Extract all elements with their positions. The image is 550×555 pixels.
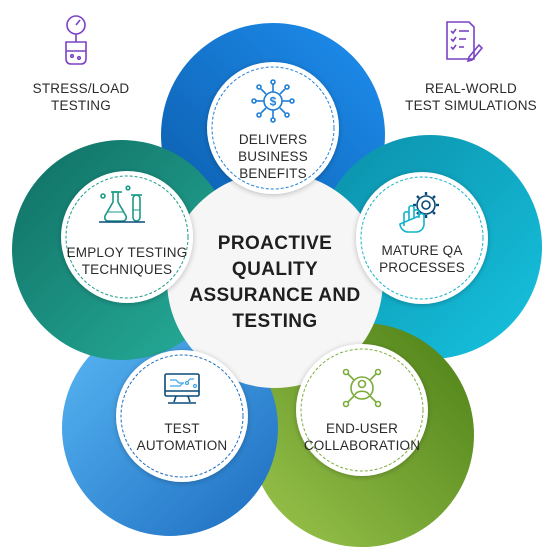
center-core bbox=[167, 172, 383, 388]
hand-gear-icon bbox=[399, 192, 439, 233]
checklist-icon bbox=[446, 21, 484, 63]
dollar-network-icon: $ bbox=[251, 79, 295, 123]
petal-label-mature-line-1: MATURE QA bbox=[381, 243, 463, 258]
petal-label-techniques-line-1: EMPLOY TESTING bbox=[66, 245, 188, 260]
corner-label-stress-line-1: STRESS/LOAD bbox=[32, 81, 130, 96]
user-network-icon bbox=[342, 368, 382, 408]
petal-label-mature: MATURE QA PROCESSES bbox=[362, 242, 482, 276]
petal-dash-techniques bbox=[65, 175, 189, 299]
center-title-line-4: TESTING bbox=[232, 311, 318, 332]
computer-circuit-icon bbox=[164, 373, 200, 404]
petal-label-techniques: EMPLOY TESTING TECHNIQUES bbox=[57, 244, 197, 278]
petal-circle-automation bbox=[116, 350, 248, 482]
petal-label-business-line-1: DELIVERS BUSINESS bbox=[238, 132, 308, 164]
petal-label-techniques-line-2: TECHNIQUES bbox=[81, 262, 173, 277]
petal-label-enduser-line-1: END-USER bbox=[325, 421, 399, 436]
petal-label-enduser: END-USER COLLABORATION bbox=[302, 420, 422, 454]
center-title: PROACTIVE QUALITY ASSURANCE AND TESTING bbox=[170, 231, 380, 335]
petal-label-business: DELIVERS BUSINESS BENEFITS bbox=[203, 131, 343, 182]
petal-dash-automation bbox=[120, 354, 244, 478]
petal-label-automation-line-2: AUTOMATION bbox=[136, 438, 228, 453]
svg-text:$: $ bbox=[270, 95, 277, 109]
petal-label-automation-line-1: TEST bbox=[164, 421, 200, 436]
petal-label-mature-line-2: PROCESSES bbox=[379, 260, 465, 275]
petal-dash-business bbox=[211, 66, 335, 190]
petal-label-automation: TEST AUTOMATION bbox=[122, 420, 242, 454]
corner-label-stress: STRESS/LOAD TESTING bbox=[21, 80, 141, 114]
petal-circle-business bbox=[207, 62, 339, 194]
petal-dash-mature bbox=[360, 176, 484, 300]
petal-dash-enduser bbox=[300, 348, 424, 472]
petal-label-business-line-2: BENEFITS bbox=[239, 166, 307, 181]
center-title-line-3: ASSURANCE AND bbox=[189, 285, 361, 306]
petal-circle-enduser bbox=[296, 344, 428, 476]
lab-flasks-icon bbox=[99, 185, 145, 223]
petal-circle-mature bbox=[356, 172, 488, 304]
center-title-line-2: QUALITY bbox=[231, 259, 319, 280]
petal-circle-techniques bbox=[61, 171, 193, 303]
gauge-beaker-icon bbox=[65, 15, 87, 65]
center-title-line-1: PROACTIVE bbox=[217, 233, 333, 254]
corner-label-realworld: REAL-WORLD TEST SIMULATIONS bbox=[396, 80, 546, 114]
corner-label-realworld-line-1: REAL-WORLD bbox=[424, 81, 517, 96]
corner-label-realworld-line-2: TEST SIMULATIONS bbox=[405, 98, 537, 113]
corner-label-stress-line-2: TESTING bbox=[51, 98, 111, 113]
petal-label-enduser-line-2: COLLABORATION bbox=[303, 438, 421, 453]
